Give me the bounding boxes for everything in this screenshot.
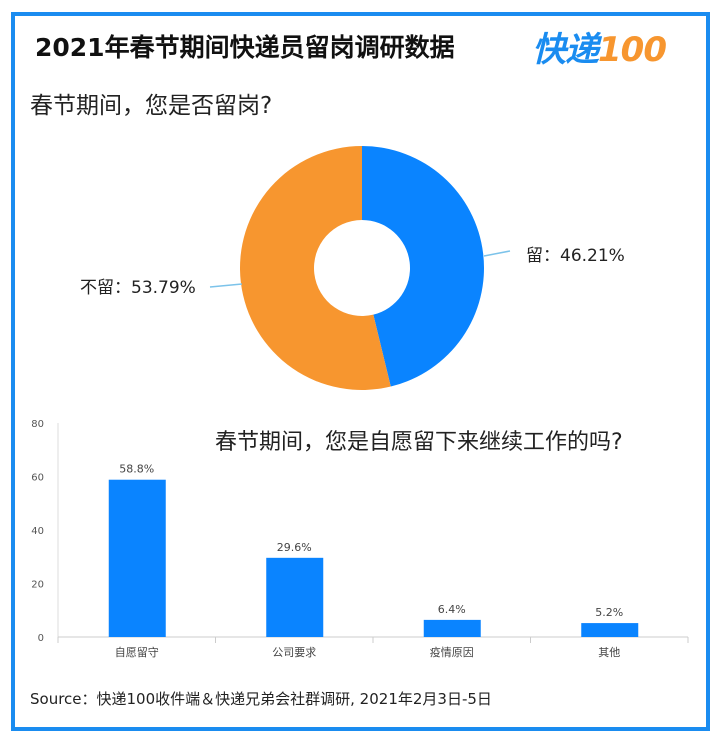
x-tick-label: 其他 — [598, 646, 620, 659]
y-tick-label: 20 — [31, 580, 44, 591]
pie-slice — [362, 146, 484, 387]
bar-title: 春节期间，您是自愿留下来继续工作的吗? — [215, 430, 623, 455]
page-title: 2021年春节期间快递员留岗调研数据 — [35, 33, 455, 62]
leader-line — [209, 283, 243, 288]
logo-number: 100 — [598, 30, 667, 70]
bar — [423, 619, 481, 637]
logo: 快递100 — [532, 22, 667, 71]
bar-value-label: 29.6% — [277, 541, 312, 554]
bar-value-label: 58.8% — [119, 463, 154, 476]
x-tick-label: 自愿留守 — [115, 645, 159, 659]
slice-label: 不留：53.79% — [80, 278, 196, 298]
bar — [581, 623, 639, 637]
x-tick-label: 公司要求 — [272, 646, 316, 659]
bar — [266, 557, 324, 637]
x-tick-label: 疫情原因 — [430, 645, 474, 659]
bar-value-label: 5.2% — [595, 606, 623, 619]
y-tick-label: 40 — [31, 526, 44, 537]
leader-line — [483, 250, 511, 257]
slice-label: 留：46.21% — [526, 246, 625, 266]
bar — [108, 479, 166, 637]
frame — [11, 12, 710, 731]
pie-slice — [240, 146, 391, 390]
source-note: Source：快递100收件端＆快递兄弟会社群调研, 2021年2月3日-5日 — [30, 690, 492, 708]
y-tick-label: 0 — [38, 633, 44, 644]
y-tick-label: 60 — [31, 473, 44, 484]
pie-title: 春节期间，您是否留岗? — [30, 93, 273, 119]
y-tick-label: 80 — [31, 419, 44, 430]
bar-value-label: 6.4% — [438, 603, 466, 616]
logo-text: 快递 — [532, 30, 599, 70]
